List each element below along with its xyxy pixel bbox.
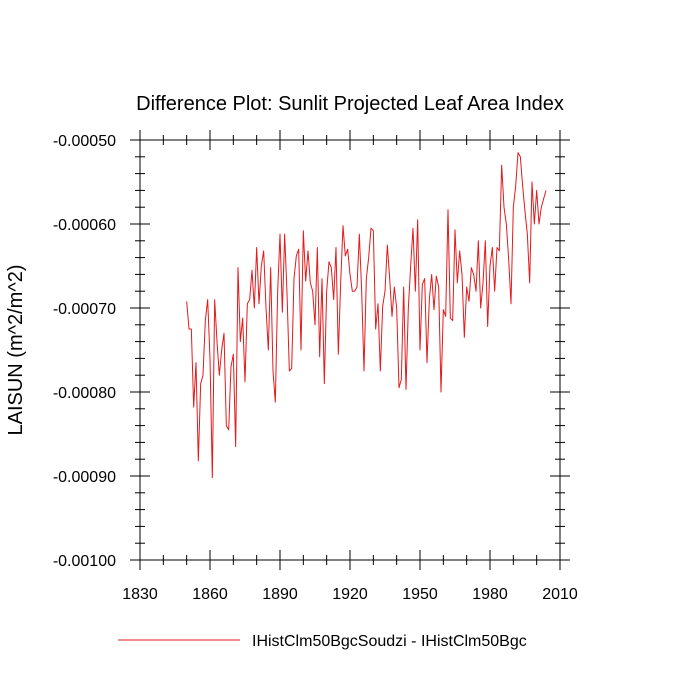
x-tick-label: 1860 (192, 586, 228, 603)
y-tick-label: -0.00060 (53, 217, 116, 234)
x-tick-label: 1980 (472, 586, 508, 603)
y-tick-label: -0.00070 (53, 301, 116, 318)
legend-label: IHistClm50BgcSoudzi - IHistClm50Bgc (252, 633, 527, 650)
y-axis: -0.00100 -0.00090 -0.00080 -0.00070 -0.00060… (53, 133, 570, 570)
x-tick-label: 2010 (542, 586, 578, 603)
series-layer (186, 152, 547, 479)
plot-frame (139, 139, 561, 561)
x-tick-label: 1950 (402, 586, 438, 603)
y-axis-label: LAISUN (m^2/m^2) (5, 264, 27, 435)
y-tick-label: -0.00080 (53, 385, 116, 402)
x-tick-label: 1830 (122, 586, 158, 603)
y-tick-label: -0.00100 (53, 553, 116, 570)
legend: IHistClm50BgcSoudzi - IHistClm50Bgc (118, 633, 527, 650)
y-tick-label: -0.00050 (53, 133, 116, 150)
series-line (186, 152, 547, 479)
x-tick-label: 1920 (332, 586, 368, 603)
chart-title: Difference Plot: Sunlit Projected Leaf A… (136, 93, 564, 115)
y-tick-label: -0.00090 (53, 469, 116, 486)
x-tick-label: 1890 (262, 586, 298, 603)
x-axis: 1830 1860 1890 1920 1950 1980 2010 (122, 130, 578, 603)
